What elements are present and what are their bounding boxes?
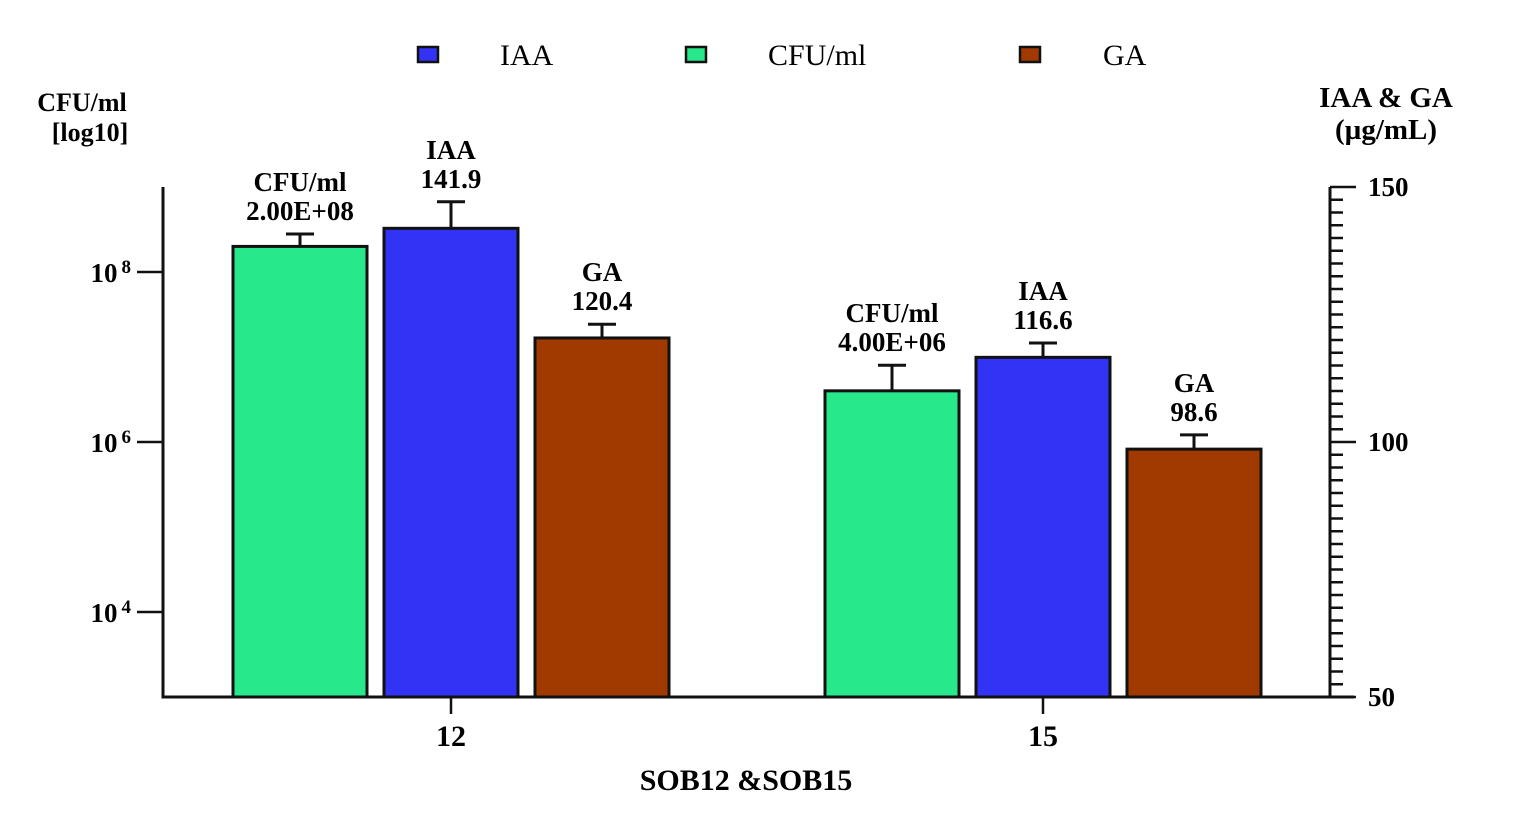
- legend: IAA CFU/ml GA: [416, 39, 1147, 72]
- data-label-value-iaa-15: 116.6: [1013, 305, 1072, 335]
- data-label-value-cfu-12: 2.00E+08: [246, 196, 354, 226]
- legend-label-cfu: CFU/ml: [768, 39, 866, 72]
- bar-ga-12: [533, 336, 671, 699]
- right-axis-tick-label-150: 150: [1368, 172, 1409, 202]
- data-label-name-cfu-12: CFU/ml: [254, 167, 347, 197]
- legend-label-iaa: IAA: [500, 39, 554, 72]
- data-label-value-ga-15: 98.6: [1170, 397, 1217, 427]
- right-axis-tick-label-50: 50: [1368, 682, 1395, 712]
- right-axis-tick-label-100: 100: [1368, 427, 1409, 457]
- bar-cfu-12: [231, 244, 369, 699]
- bar-ga-15: [1125, 447, 1263, 699]
- left-axis-tick-label: 10 4: [91, 597, 132, 628]
- right-axis-title-line1: IAA & GA: [1319, 82, 1453, 114]
- legend-swatch-ga: [1018, 45, 1042, 64]
- left-axis-title-line2: [log10]: [52, 118, 129, 147]
- data-label-name-iaa-15: IAA: [1018, 276, 1068, 306]
- right-axis-title-line2: (µg/mL): [1335, 114, 1437, 146]
- legend-swatch-iaa: [416, 45, 440, 64]
- bar-cfu-15: [823, 389, 961, 699]
- left-axis-tick-label: 10 6: [91, 427, 132, 458]
- legend-swatch-cfu: [684, 45, 708, 64]
- x-axis-tick-label-15: 15: [1028, 720, 1058, 753]
- bar-iaa-12: [382, 226, 520, 699]
- data-label-value-cfu-15: 4.00E+06: [838, 327, 946, 357]
- data-label-value-ga-12: 120.4: [572, 286, 633, 316]
- bars: 2.00E+08CFU/ml4.00E+06CFU/ml141.9IAA116.…: [231, 135, 1263, 699]
- data-label-name-ga-15: GA: [1174, 368, 1215, 398]
- left-axis-tick-label: 10 8: [91, 257, 132, 288]
- data-label-name-ga-12: GA: [582, 257, 623, 287]
- data-label-name-cfu-15: CFU/ml: [846, 298, 939, 328]
- x-axis-tick-label-12: 12: [436, 720, 466, 753]
- legend-label-ga: GA: [1103, 39, 1147, 72]
- data-label-name-iaa-12: IAA: [426, 135, 476, 165]
- left-axis-title-line1: CFU/ml: [37, 88, 127, 117]
- data-label-value-iaa-12: 141.9: [421, 164, 482, 194]
- x-axis-title: SOB12 &SOB15: [640, 764, 853, 797]
- bar-iaa-15: [974, 355, 1112, 699]
